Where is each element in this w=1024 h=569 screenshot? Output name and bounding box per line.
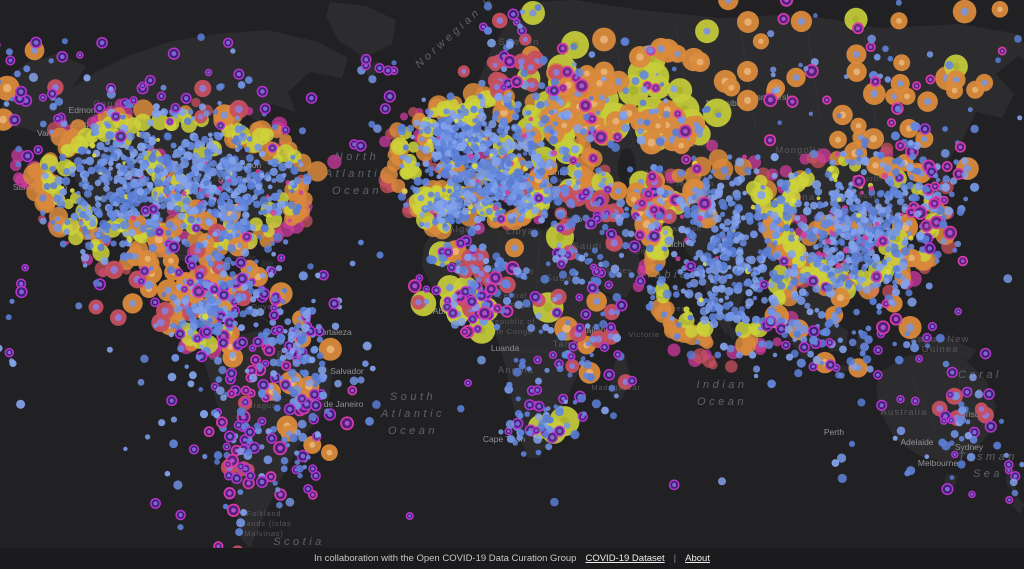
- map-label: Victoria: [628, 330, 659, 339]
- collaboration-text: In collaboration with the Open COVID-19 …: [314, 553, 577, 564]
- map-label: Canada: [93, 99, 133, 110]
- map-label: Edmonton: [69, 105, 108, 115]
- map-label: Libya: [506, 226, 534, 237]
- map-label: Salvador: [330, 366, 364, 376]
- map-label: Indian Ocean: [697, 379, 748, 408]
- map-label: Madagascar: [591, 383, 640, 392]
- map-label: Rio de Janeiro: [309, 399, 364, 409]
- map-label: Mongolia: [775, 145, 822, 156]
- map-label: Algeria: [448, 224, 485, 235]
- map-label: Luanda: [491, 343, 520, 353]
- footer-bar: In collaboration with the Open COVID-19 …: [0, 548, 1024, 569]
- map-label: Novosibirsk: [706, 98, 751, 108]
- map-label: Australia: [881, 407, 928, 418]
- map-label: Nairobi: [581, 325, 608, 335]
- map-label: South Atlantic Ocean: [380, 391, 445, 437]
- map-label: Paraguay: [243, 401, 282, 410]
- map-label: Niger: [481, 263, 503, 272]
- map-label: Cape Town: [483, 434, 526, 444]
- map-label: Falkland Islands (Islas Malvinas): [237, 509, 292, 538]
- map-label: Melbourne: [918, 458, 958, 468]
- map-label: North Atlantic Ocean: [324, 151, 389, 197]
- map-label: Kyrgyzstan: [684, 171, 729, 180]
- map-label: Perth: [824, 427, 845, 437]
- map-label: Sydney: [955, 442, 984, 452]
- map-label: Calgary: [71, 119, 101, 129]
- about-link[interactable]: About: [685, 553, 710, 564]
- map-label: Saudi Arabia: [572, 241, 639, 252]
- map-label: Adelaide: [900, 437, 933, 447]
- map-label: Republic of the Congo: [489, 317, 535, 336]
- covid-dataset-link[interactable]: COVID-19 Dataset: [585, 553, 665, 564]
- footer-separator: |: [673, 553, 677, 564]
- map-label: Istanbul: [541, 167, 571, 177]
- map-label: Sweden: [499, 37, 540, 48]
- map-label: Fortaleza: [316, 327, 352, 337]
- map-label: Guyana: [251, 302, 282, 311]
- map-label: Sudan: [546, 273, 579, 284]
